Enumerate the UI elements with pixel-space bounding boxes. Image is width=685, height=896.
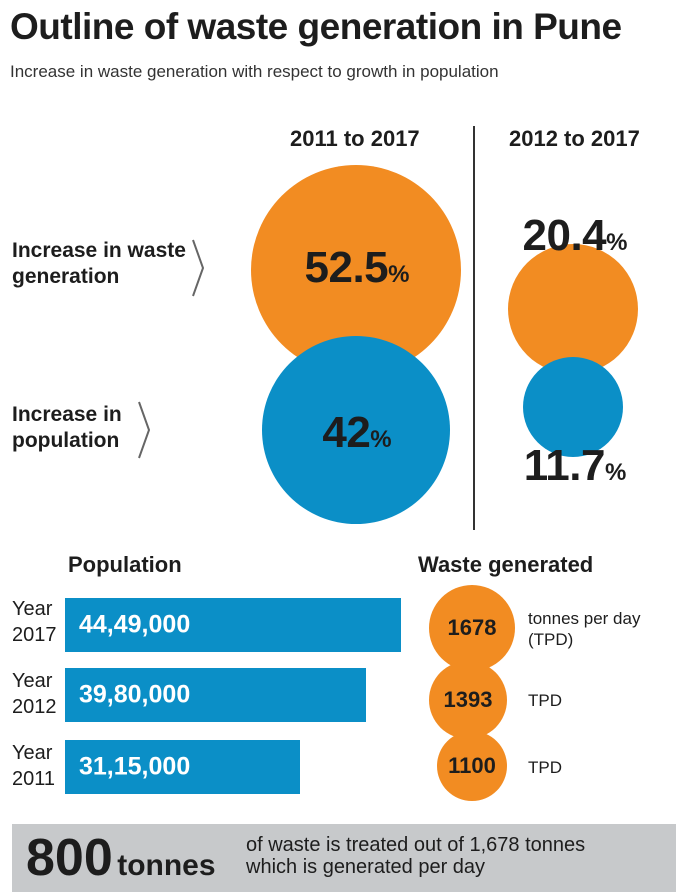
population-bar-label: 44,49,000 — [79, 610, 191, 639]
percent-sign: % — [606, 229, 628, 256]
waste-generated-value: 1393 — [443, 687, 493, 712]
footer-line2: which is generated per day — [246, 856, 486, 878]
chevron-right-icon — [192, 239, 205, 297]
population-increase-label-line2: population — [12, 429, 120, 452]
waste-increase-label-line1: Increase in waste — [12, 239, 186, 262]
population-increase-bubble-2011-2017 — [262, 336, 450, 524]
percent-sign: % — [604, 459, 627, 486]
waste-increase-bubble-2012-2017 — [508, 244, 638, 374]
population-increase-bubble-2012-2017 — [523, 357, 623, 457]
population-increase-label-line1: Increase in — [12, 403, 122, 426]
footer-amount-unit: tonnes — [117, 849, 216, 882]
population-increase-value-2012-2017: 11.7% — [524, 441, 627, 491]
population-increase-label: Increase in population — [12, 402, 122, 454]
waste-generated-bubble-2017: 1678 — [429, 585, 515, 671]
percent-sign: % — [388, 261, 410, 288]
waste-generated-value: 1100 — [448, 753, 496, 778]
year-word: Year — [12, 670, 53, 692]
page-title: Outline of waste generation in Pune — [10, 6, 622, 47]
year-word: Year — [12, 598, 53, 620]
waste-increase-label-line2: generation — [12, 265, 120, 288]
footer-amount: 800 tonnes — [26, 828, 216, 888]
period-heading-2012-2017: 2012 to 2017 — [509, 126, 640, 151]
population-bar-2012: 39,80,000 — [65, 668, 366, 722]
period-divider — [473, 126, 475, 530]
footer-amount-number: 800 — [26, 829, 113, 887]
waste-generated-bubble-2011: 1100 — [437, 731, 507, 801]
waste-generated-value: 1678 — [447, 615, 497, 640]
year-number: 2012 — [12, 696, 57, 718]
year-label-2011: Year 2011 — [12, 740, 55, 792]
population-increase-value-2011-2017: 42% — [322, 408, 391, 458]
year-label-2012: Year 2012 — [12, 668, 57, 720]
period-heading-2011-2017: 2011 to 2017 — [290, 126, 420, 151]
waste-increase-value-2011-2017: 52.5% — [305, 243, 410, 293]
waste-increase-value-2012-2017: 20.4% — [523, 211, 628, 261]
waste-unit-line2: (TPD) — [528, 630, 574, 649]
waste-generated-heading: Waste generated — [418, 552, 594, 577]
waste-increase-label: Increase in waste generation — [12, 238, 186, 290]
waste-unit-2017: tonnes per day (TPD) — [528, 608, 640, 650]
waste-increase-number: 52.5 — [304, 243, 389, 292]
year-word: Year — [12, 742, 53, 764]
footer-panel: 800 tonnes of waste is treated out of 1,… — [12, 824, 676, 892]
population-heading: Population — [68, 552, 182, 577]
population-bar-label: 39,80,000 — [79, 680, 191, 709]
waste-generated-bubble-2012: 1393 — [429, 661, 507, 739]
population-bar-label: 31,15,000 — [79, 752, 191, 781]
population-bar-2017: 44,49,000 — [65, 598, 401, 652]
percent-sign: % — [370, 426, 392, 453]
chevron-right-icon — [138, 401, 151, 459]
population-bar-2011: 31,15,000 — [65, 740, 300, 794]
waste-unit-line1: tonnes per day — [528, 609, 641, 628]
population-increase-number: 11.7 — [523, 441, 606, 490]
year-number: 2017 — [12, 624, 57, 646]
waste-increase-number: 20.4 — [522, 211, 607, 260]
year-label-2017: Year 2017 — [12, 596, 57, 648]
footer-description: of waste is treated out of 1,678 tonnes … — [246, 834, 585, 878]
population-increase-number: 42 — [322, 408, 371, 457]
waste-unit-2012: TPD — [528, 691, 562, 710]
page-subtitle: Increase in waste generation with respec… — [10, 62, 499, 81]
year-number: 2011 — [12, 768, 56, 790]
footer-line1: of waste is treated out of 1,678 tonnes — [246, 834, 586, 856]
waste-unit-2011: TPD — [528, 758, 562, 777]
